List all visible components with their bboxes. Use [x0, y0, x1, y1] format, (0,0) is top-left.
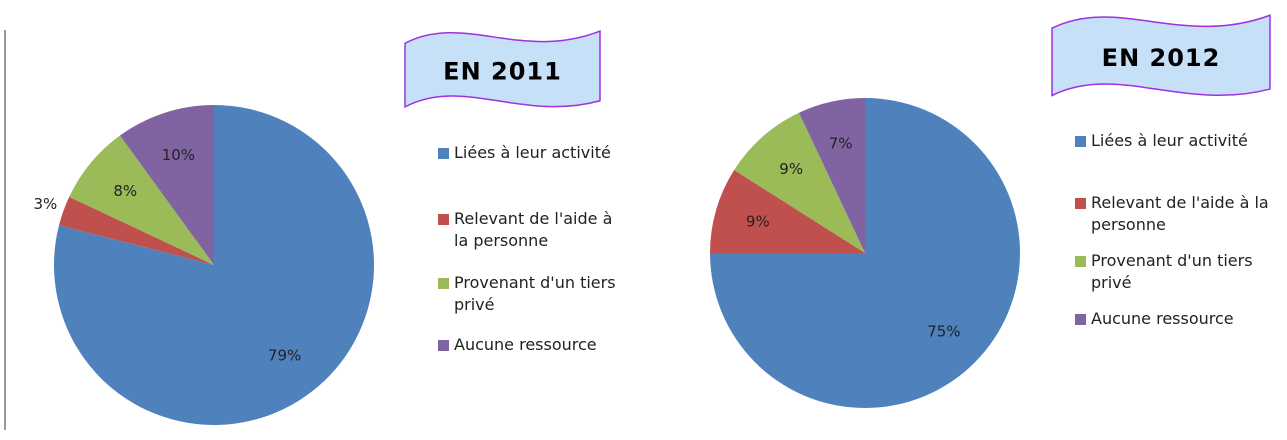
pie-slice — [54, 105, 375, 425]
legend-item: Relevant de l'aide à la personne — [438, 208, 623, 252]
chart-title: EN 2012 — [1102, 44, 1221, 72]
data-label: 79% — [268, 347, 301, 365]
legend-item: Aucune ressource — [438, 334, 623, 356]
chart-title: EN 2011 — [443, 58, 562, 86]
legend-swatch — [438, 340, 449, 351]
legend-label: Liées à leur activité — [454, 143, 611, 162]
legend-item: Provenant d'un tiers privé — [1075, 250, 1275, 294]
legend-swatch — [438, 214, 449, 225]
legend-swatch — [438, 148, 449, 159]
pie-slice — [710, 169, 865, 253]
pie-slice — [69, 135, 215, 265]
legend-item: Liées à leur activité — [438, 142, 623, 164]
legend-item: Relevant de l'aide à la personne — [1075, 192, 1275, 236]
legend-item: Liées à leur activité — [1075, 130, 1275, 152]
data-label: 9% — [746, 212, 770, 230]
data-label: 7% — [829, 135, 853, 153]
legend-item: Provenant d'un tiers privé — [438, 272, 623, 316]
legend-swatch — [1075, 256, 1086, 267]
data-label: 10% — [162, 146, 195, 164]
data-label: 75% — [927, 322, 960, 340]
data-label: 8% — [113, 182, 137, 200]
legend: Liées à leur activité Relevant de l'aide … — [1075, 130, 1275, 330]
legend-swatch — [1075, 314, 1086, 325]
legend-swatch — [1075, 198, 1086, 209]
legend-label: Provenant d'un tiers privé — [1091, 251, 1253, 292]
pie-slice — [734, 112, 865, 254]
legend-label: Liées à leur activité — [1091, 131, 1248, 150]
legend-label: Aucune ressource — [1091, 309, 1234, 328]
data-label: 9% — [779, 160, 803, 178]
title-banner — [404, 29, 601, 109]
pie-slice — [119, 105, 214, 265]
legend: Liées à leur activité Relevant de l'aide … — [438, 142, 623, 356]
title-banner — [1051, 14, 1271, 97]
legend-swatch — [438, 278, 449, 289]
legend-label: Provenant d'un tiers privé — [454, 273, 616, 314]
legend-label: Aucune ressource — [454, 335, 597, 354]
pie-slice — [799, 98, 865, 253]
legend-swatch — [1075, 136, 1086, 147]
data-label: 3% — [33, 195, 57, 213]
legend-item: Aucune ressource — [1075, 308, 1275, 330]
legend-label: Relevant de l'aide à la personne — [454, 209, 613, 250]
legend-label: Relevant de l'aide à la personne — [1091, 193, 1269, 234]
pie-slice — [59, 196, 214, 265]
